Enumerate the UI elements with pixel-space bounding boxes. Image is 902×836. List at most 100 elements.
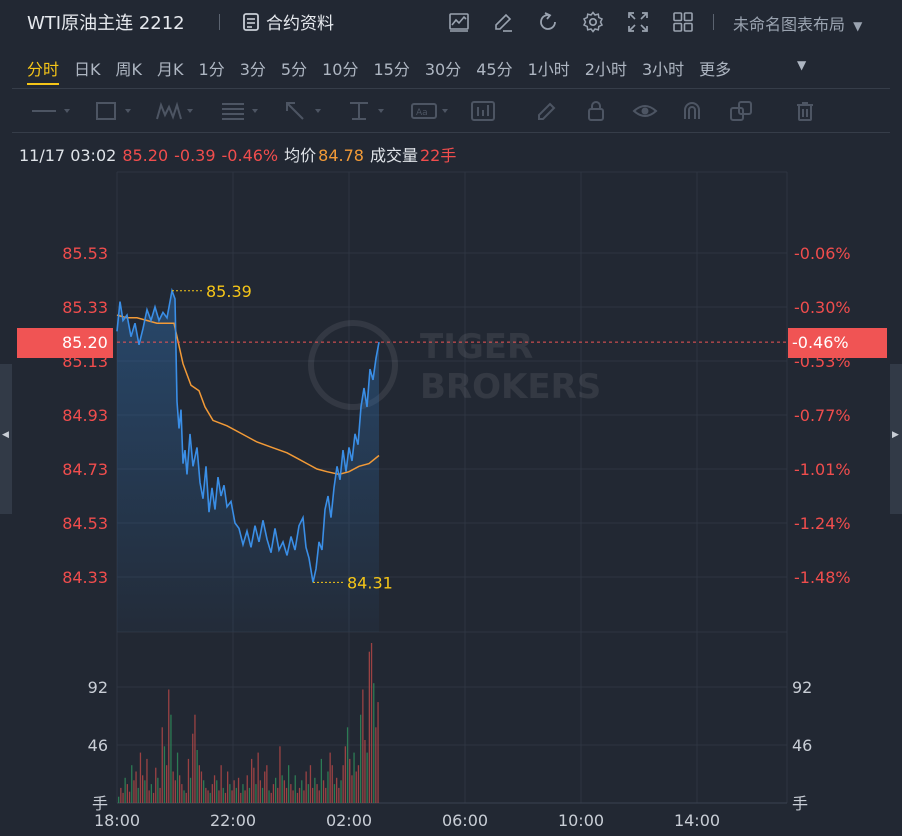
x-tick: 10:00 <box>558 811 604 830</box>
x-tick: 22:00 <box>210 811 256 830</box>
volume-bar <box>152 792 155 803</box>
tab-9[interactable]: 30分 <box>424 60 462 79</box>
volume-bar <box>318 790 320 803</box>
instrument-title[interactable]: WTI原油主连 2212 <box>27 13 185 34</box>
contract-info-label: 合约资料 <box>266 14 334 34</box>
tab-10[interactable]: 45分 <box>476 60 513 79</box>
volume-bar <box>176 752 179 803</box>
volume-bar <box>266 765 268 803</box>
volume-bar <box>296 792 299 803</box>
layout-selector[interactable]: 未命名图表布局 ▼ <box>733 11 862 35</box>
volume-bar <box>290 784 292 803</box>
volume-bar <box>224 792 227 803</box>
pattern-tool-icon[interactable] <box>155 99 199 123</box>
arrow-tool-icon[interactable] <box>283 99 327 123</box>
avg-price-value: 84.78 <box>318 146 364 165</box>
volume-bar <box>213 775 216 803</box>
volume-bar <box>137 787 139 803</box>
x-tick: 06:00 <box>442 811 488 830</box>
tab-11[interactable]: 1小时 <box>527 60 570 79</box>
draw-icon[interactable] <box>491 10 515 34</box>
tab-3[interactable]: 月K <box>157 60 184 79</box>
right-panel-toggle[interactable]: ▶ <box>890 364 902 514</box>
volume-bar <box>126 784 128 803</box>
low-label: 84.31 <box>347 573 393 592</box>
grid-layout-icon[interactable] <box>671 10 695 34</box>
tab-12[interactable]: 2小时 <box>584 60 627 79</box>
watermark-text: BROKERS <box>420 367 601 407</box>
pen-icon[interactable] <box>535 99 559 123</box>
eye-icon[interactable] <box>632 99 658 123</box>
line-tool-icon[interactable] <box>30 99 74 123</box>
lock-icon[interactable] <box>584 99 608 123</box>
tab-8[interactable]: 15分 <box>373 60 410 79</box>
y-tick-left: 84.53 <box>62 514 108 533</box>
volume-bar <box>135 771 137 803</box>
tab-5[interactable]: 3分 <box>239 60 266 79</box>
volume-bar <box>298 787 301 803</box>
text-tool-icon[interactable]: Aa <box>410 99 454 123</box>
rectangle-tool-icon[interactable] <box>93 99 137 123</box>
volume-bar <box>253 767 255 803</box>
volume-bar <box>131 765 133 803</box>
price-line <box>116 287 380 583</box>
volume-bar <box>368 651 370 803</box>
fib-tool-icon[interactable] <box>220 99 264 123</box>
more-chevron-down-icon[interactable]: ▼ <box>797 58 807 72</box>
indicator-icon[interactable] <box>447 10 471 34</box>
tab-2[interactable]: 周K <box>115 60 143 79</box>
high-label: 85.39 <box>206 282 252 301</box>
contract-info-button[interactable]: 合约资料 <box>242 9 334 34</box>
volume-tick-left: 46 <box>88 736 108 755</box>
volume-bar <box>344 746 346 803</box>
tab-7[interactable]: 10分 <box>322 60 359 79</box>
volume-bar <box>373 683 375 803</box>
volume-bar <box>203 780 205 803</box>
volume-bar <box>329 752 331 803</box>
settings-icon[interactable] <box>581 10 605 34</box>
volume-bar <box>264 771 266 803</box>
y-tick-right: -0.30% <box>794 298 851 317</box>
volume-bar <box>192 733 194 803</box>
volume-bar <box>349 758 351 803</box>
tab-14[interactable]: 更多 <box>699 60 732 79</box>
price-area <box>117 290 379 632</box>
volume-bar <box>309 765 312 803</box>
volume-bar <box>161 727 163 803</box>
tab-4[interactable]: 1分 <box>198 60 225 79</box>
refresh-icon[interactable] <box>536 10 560 34</box>
volume-bar <box>316 784 318 803</box>
volume-bar <box>142 775 144 803</box>
chevron-right-icon: ▶ <box>892 430 899 440</box>
volume-bar <box>327 771 329 803</box>
fullscreen-icon[interactable] <box>626 10 650 34</box>
current-pct-right: -0.46% <box>792 333 849 352</box>
volume-tick-left: 92 <box>88 678 108 697</box>
volume-bar <box>281 775 283 803</box>
volume-bar <box>342 765 344 803</box>
clone-icon[interactable] <box>728 99 754 123</box>
tab-13[interactable]: 3小时 <box>641 60 685 79</box>
trash-icon[interactable] <box>793 99 817 123</box>
volume-bar <box>275 777 277 803</box>
volume-bar <box>251 758 253 803</box>
tab-1[interactable]: 日K <box>74 60 101 79</box>
left-panel-toggle[interactable]: ◀ <box>0 364 12 514</box>
volume-bar <box>218 790 220 803</box>
volume-label: 成交量 <box>369 146 418 165</box>
tab-6[interactable]: 5分 <box>280 60 308 79</box>
volume-bar <box>163 746 166 803</box>
volume-bar <box>370 643 373 803</box>
volume-bar <box>331 765 333 803</box>
magnet-icon[interactable] <box>680 99 704 123</box>
volume-bar <box>150 784 152 803</box>
volume-bar <box>268 790 270 803</box>
volume-bar <box>375 727 377 803</box>
bars-tool-icon[interactable] <box>469 99 497 123</box>
volume-bar <box>211 784 213 803</box>
measure-tool-icon[interactable] <box>346 99 390 123</box>
quote-time: 11/17 03:02 <box>19 146 117 165</box>
tab-0[interactable]: 分时 <box>22 52 64 85</box>
